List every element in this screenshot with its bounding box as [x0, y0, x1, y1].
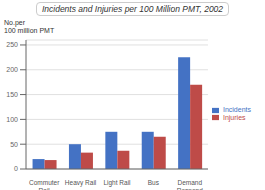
svg-text:DemandRespond: DemandRespond [177, 179, 203, 190]
svg-text:200: 200 [8, 66, 18, 73]
svg-text:Heavy Rail: Heavy Rail [65, 179, 97, 187]
svg-text:150: 150 [8, 91, 18, 98]
html-text:Incidents: Incidents [223, 105, 251, 113]
svg-text:250: 250 [8, 41, 18, 48]
html-text:100 million PMT: 100 million PMT [4, 27, 55, 34]
svg-text:Light Rail: Light Rail [103, 179, 131, 187]
html-text:Injuries: Injuries [223, 113, 246, 121]
html-text:No.per: No.per [4, 19, 25, 26]
html-text:Incidents and Injuries per 100: Incidents and Injuries per 100 Million P… [41, 4, 224, 14]
svg-text:100: 100 [8, 116, 18, 123]
svg-text:0: 0 [14, 165, 18, 172]
svg-text:Bus: Bus [148, 179, 160, 186]
svg-text:CommuterRail: CommuterRail [29, 179, 60, 190]
svg-text:50: 50 [10, 141, 18, 148]
